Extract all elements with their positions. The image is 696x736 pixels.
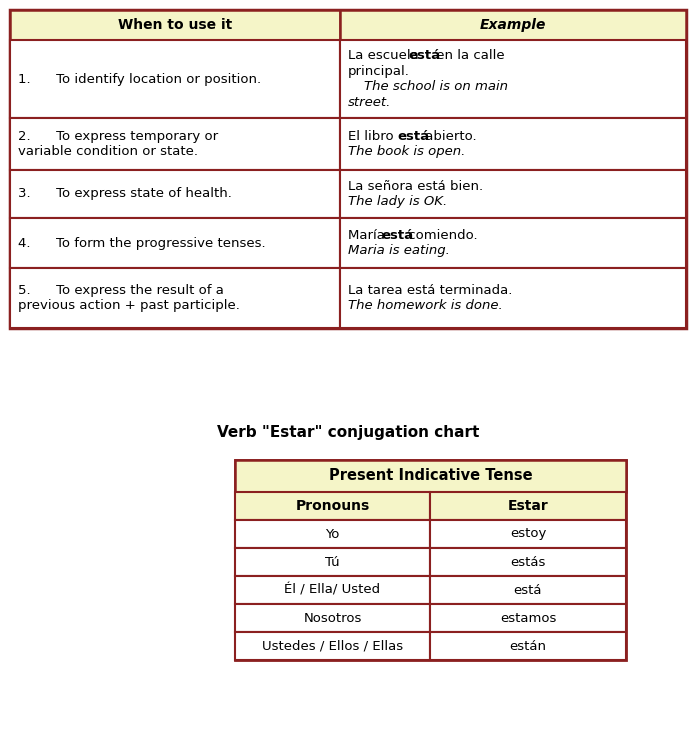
Bar xyxy=(235,520,430,548)
Text: está: está xyxy=(514,584,542,596)
Text: El libro: El libro xyxy=(348,130,398,143)
Bar xyxy=(430,548,626,576)
Text: principal.: principal. xyxy=(348,65,410,78)
Bar xyxy=(10,10,686,328)
Text: Ustedes / Ellos / Ellas: Ustedes / Ellos / Ellas xyxy=(262,640,403,653)
Text: están: están xyxy=(509,640,546,653)
Text: 5.      To express the result of a
previous action + past participle.: 5. To express the result of a previous a… xyxy=(18,284,240,312)
Text: When to use it: When to use it xyxy=(118,18,232,32)
Bar xyxy=(235,460,626,492)
Text: comiendo.: comiendo. xyxy=(404,229,477,241)
Bar xyxy=(10,170,340,218)
Text: en la calle: en la calle xyxy=(432,49,504,63)
Text: 2.      To express temporary or
variable condition or state.: 2. To express temporary or variable cond… xyxy=(18,130,218,158)
Text: Estar: Estar xyxy=(507,499,548,513)
Text: Example: Example xyxy=(480,18,546,32)
Bar xyxy=(430,492,626,520)
Bar xyxy=(235,576,430,604)
Text: estoy: estoy xyxy=(509,528,546,540)
Bar xyxy=(10,40,340,118)
Text: María: María xyxy=(348,229,389,241)
Text: Verb "Estar" conjugation chart: Verb "Estar" conjugation chart xyxy=(217,425,479,439)
Text: abierto.: abierto. xyxy=(420,130,476,143)
Text: 1.      To identify location or position.: 1. To identify location or position. xyxy=(18,73,261,85)
Text: La tarea está terminada.: La tarea está terminada. xyxy=(348,284,512,297)
Bar xyxy=(430,520,626,548)
Bar xyxy=(430,604,626,632)
Bar xyxy=(10,10,340,40)
Bar xyxy=(10,268,340,328)
Text: está: está xyxy=(409,49,441,63)
Text: 4.      To form the progressive tenses.: 4. To form the progressive tenses. xyxy=(18,236,266,250)
Text: estás: estás xyxy=(510,556,546,568)
Bar xyxy=(340,268,686,328)
Bar xyxy=(235,492,430,520)
Text: está: está xyxy=(381,229,413,241)
Bar xyxy=(340,170,686,218)
Text: La señora está bien.: La señora está bien. xyxy=(348,180,483,193)
Text: Present Indicative Tense: Present Indicative Tense xyxy=(329,469,532,484)
Text: estamos: estamos xyxy=(500,612,556,625)
Text: Nosotros: Nosotros xyxy=(303,612,362,625)
Text: Maria is eating.: Maria is eating. xyxy=(348,244,450,258)
Bar xyxy=(10,118,340,170)
Text: La escuela: La escuela xyxy=(348,49,423,63)
Text: The homework is done.: The homework is done. xyxy=(348,300,503,312)
Bar xyxy=(430,632,626,660)
Text: street.: street. xyxy=(348,96,391,109)
Bar xyxy=(340,10,686,40)
Bar xyxy=(10,218,340,268)
Bar xyxy=(235,460,626,660)
Text: 3.      To express state of health.: 3. To express state of health. xyxy=(18,188,232,200)
Text: está: está xyxy=(397,130,429,143)
Bar xyxy=(235,632,430,660)
Bar xyxy=(235,548,430,576)
Bar xyxy=(340,40,686,118)
Text: Yo: Yo xyxy=(325,528,340,540)
Text: The school is on main: The school is on main xyxy=(364,80,508,93)
Text: Él / Ella/ Usted: Él / Ella/ Usted xyxy=(285,584,381,596)
Text: Tú: Tú xyxy=(325,556,340,568)
Text: The book is open.: The book is open. xyxy=(348,145,466,158)
Bar xyxy=(430,576,626,604)
Bar xyxy=(340,118,686,170)
Bar xyxy=(340,218,686,268)
Bar xyxy=(235,604,430,632)
Text: Pronouns: Pronouns xyxy=(295,499,370,513)
Text: The lady is OK.: The lady is OK. xyxy=(348,195,448,208)
